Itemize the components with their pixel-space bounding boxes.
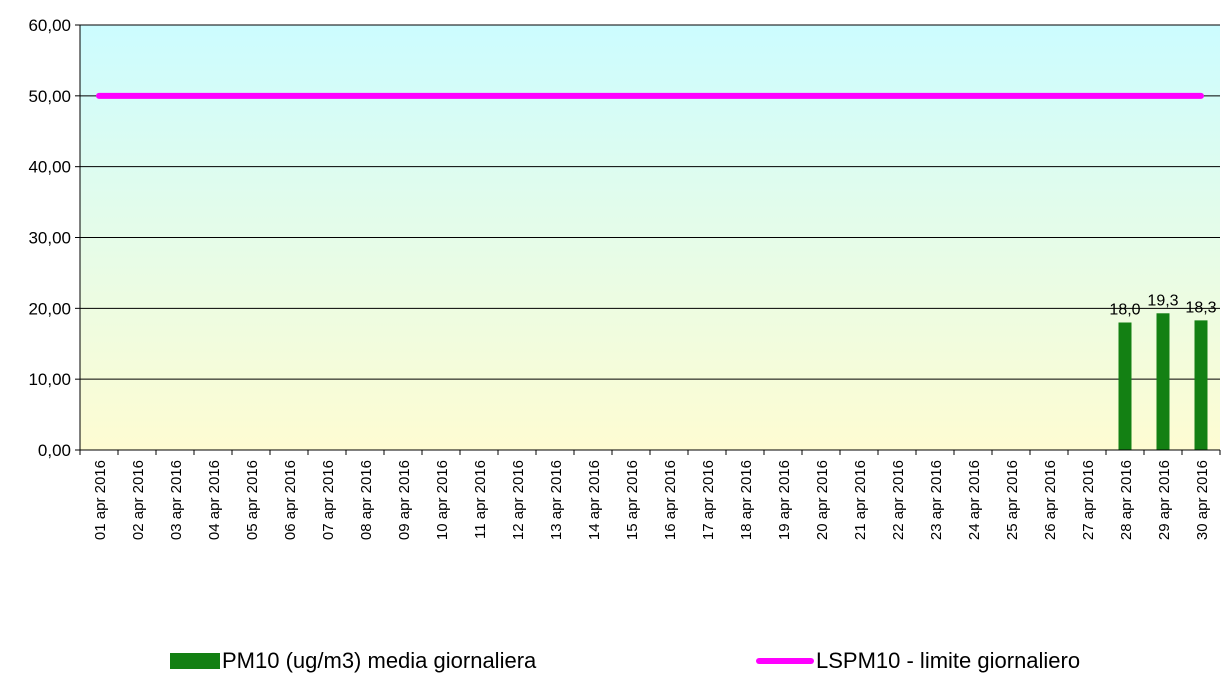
- x-tick-label: 13 apr 2016: [548, 460, 565, 540]
- y-tick-label: 20,00: [28, 299, 71, 318]
- data-label: 18,0: [1109, 302, 1140, 319]
- x-tick-label: 03 apr 2016: [168, 460, 185, 540]
- y-tick-label: 50,00: [28, 87, 71, 106]
- x-tick-label: 25 apr 2016: [1004, 460, 1021, 540]
- x-tick-label: 20 apr 2016: [814, 460, 831, 540]
- x-tick-label: 16 apr 2016: [662, 460, 679, 540]
- x-tick-label: 19 apr 2016: [776, 460, 793, 540]
- x-tick-label: 14 apr 2016: [586, 460, 603, 540]
- x-tick-label: 17 apr 2016: [700, 460, 717, 540]
- y-tick-label: 30,00: [28, 229, 71, 248]
- legend: PM10 (ug/m3) media giornaliera LSPM10 - …: [0, 648, 1221, 673]
- x-tick-label: 11 apr 2016: [472, 460, 489, 539]
- axes: [75, 24, 1221, 455]
- x-tick-label: 26 apr 2016: [1042, 460, 1059, 540]
- y-tick-label: 0,00: [38, 441, 71, 460]
- legend-label-limit: LSPM10 - limite giornaliero: [816, 648, 1081, 673]
- x-tick-label: 15 apr 2016: [624, 460, 641, 540]
- legend-line-swatch: [756, 658, 814, 664]
- x-tick-label: 01 apr 2016: [92, 460, 109, 540]
- x-tick-label: 27 apr 2016: [1080, 460, 1097, 540]
- x-tick-label: 04 apr 2016: [206, 460, 223, 540]
- x-tick-label: 23 apr 2016: [928, 460, 945, 540]
- x-tick-label: 29 apr 2016: [1156, 460, 1173, 540]
- y-tick-labels: 0,00 10,00 20,00 30,00 40,00 50,00 60,00: [28, 16, 71, 460]
- x-tick-label: 28 apr 2016: [1118, 460, 1135, 540]
- legend-label-pm10: PM10 (ug/m3) media giornaliera: [222, 648, 537, 673]
- x-tick-label: 24 apr 2016: [966, 460, 983, 540]
- data-labels: 18,0 19,3 18,3: [1109, 292, 1216, 318]
- x-tick-labels: 01 apr 2016 02 apr 2016 03 apr 2016 04 apr …: [92, 460, 1211, 540]
- y-tick-label: 10,00: [28, 370, 71, 389]
- y-tick-label: 40,00: [28, 158, 71, 177]
- x-tick-label: 06 apr 2016: [282, 460, 299, 540]
- bar: [1156, 313, 1170, 450]
- x-tick-label: 18 apr 2016: [738, 460, 755, 540]
- data-label: 19,3: [1147, 292, 1178, 309]
- x-tick-label: 22 apr 2016: [890, 460, 907, 540]
- chart-svg: 0,00 10,00 20,00 30,00 40,00 50,00 60,00 01 ap…: [28, 16, 1221, 540]
- legend-item-pm10: PM10 (ug/m3) media giornaliera: [170, 648, 536, 673]
- gridlines: [80, 24, 1220, 380]
- x-tick-label: 02 apr 2016: [130, 460, 147, 540]
- legend-bar-swatch: [170, 653, 220, 669]
- x-tick-label: 12 apr 2016: [510, 460, 527, 540]
- x-tick-label: 08 apr 2016: [358, 460, 375, 540]
- x-tick-label: 30 apr 2016: [1194, 460, 1211, 540]
- x-tick-label: 10 apr 2016: [434, 460, 451, 540]
- x-tick-label: 07 apr 2016: [320, 460, 337, 540]
- x-tick-label: 09 apr 2016: [396, 460, 413, 540]
- bar-series: [1118, 313, 1208, 450]
- legend-item-limit: LSPM10 - limite giornaliero: [756, 648, 1080, 673]
- bar: [1118, 322, 1132, 450]
- x-tick-label: 05 apr 2016: [244, 460, 261, 540]
- x-tick-label: 21 apr 2016: [852, 460, 869, 540]
- data-label: 18,3: [1185, 299, 1216, 316]
- y-tick-label: 60,00: [28, 16, 71, 35]
- bar: [1194, 320, 1208, 450]
